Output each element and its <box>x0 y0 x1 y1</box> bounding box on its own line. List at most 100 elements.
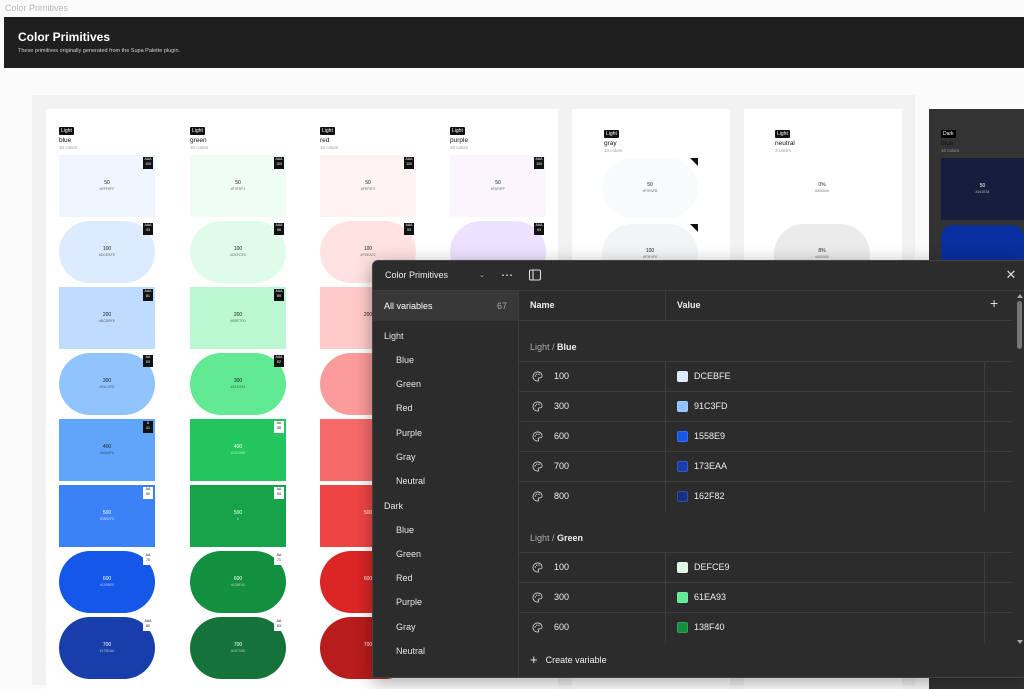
sidebar-item-gray[interactable]: Gray <box>396 621 416 632</box>
color-swatch[interactable]: 50 #FAF5FF AAA 100 <box>450 155 546 217</box>
variable-value[interactable]: 61EA93 <box>694 592 727 602</box>
value-color-swatch[interactable] <box>677 431 688 442</box>
color-swatch[interactable]: 600 #138F40 AA 71 <box>190 551 286 613</box>
plus-icon: + <box>530 652 538 667</box>
sidebar-item-green[interactable]: Green <box>396 379 422 390</box>
sidebar-item-purple[interactable]: Purple <box>396 597 423 608</box>
variable-row[interactable]: 600 138F40 <box>519 612 1013 643</box>
value-color-swatch[interactable] <box>677 622 688 633</box>
value-color-swatch[interactable] <box>677 491 688 502</box>
color-swatch[interactable]: 50 #161E34 <box>941 158 1024 220</box>
sidebar-item-neutral[interactable]: Neutral <box>396 645 426 656</box>
color-swatch[interactable]: 50 #F0FDF4 AAA 100 <box>190 155 286 217</box>
color-swatch[interactable]: 300 #61EA93 AAA 82 <box>190 353 286 415</box>
value-color-swatch[interactable] <box>677 371 688 382</box>
value-color-swatch[interactable] <box>677 562 688 573</box>
create-variable-button[interactable]: + Create variable <box>530 652 607 667</box>
swatch-label: 50 #FEF2F2 <box>320 180 416 191</box>
color-swatch[interactable]: 100 #DEFCE9 AAA 96 <box>190 221 286 283</box>
scrollbar[interactable] <box>1014 291 1024 647</box>
scroll-down-icon[interactable] <box>1017 640 1023 644</box>
close-button[interactable]: ✕ <box>1003 267 1019 283</box>
variable-value[interactable]: DEFCE9 <box>694 562 730 572</box>
color-swatch[interactable]: 300 #91C3FD AA 63 <box>59 353 155 415</box>
variable-name[interactable]: 800 <box>554 491 570 501</box>
value-color-swatch[interactable] <box>677 592 688 603</box>
palette-header: Light purple 10 colors <box>450 124 468 150</box>
color-swatch[interactable]: 50 #EFF6FF AAA 100 <box>59 155 155 217</box>
variable-name[interactable]: 300 <box>554 401 570 411</box>
color-swatch[interactable]: 200 #BBF7D0 AAA 89 <box>190 287 286 349</box>
color-palette-icon <box>532 461 543 472</box>
variable-row[interactable]: 100 DEFCE9 <box>519 552 1013 583</box>
color-swatch[interactable]: 400 #22C55E AA 58 <box>190 419 286 481</box>
contrast-value: 54 <box>277 492 281 496</box>
variable-row[interactable]: 300 91C3FD <box>519 391 1013 422</box>
color-swatch[interactable]: 50 #F9FAFB <box>602 158 698 218</box>
variable-row[interactable]: 700 173EAA <box>519 451 1013 482</box>
swatch-step: 0% <box>818 182 826 188</box>
swatch-step: 600 <box>233 576 243 582</box>
contrast-badge: AA 70 <box>143 553 153 565</box>
color-swatch[interactable]: 0% #000000 <box>774 158 870 218</box>
variable-row[interactable]: 300 61EA93 <box>519 582 1013 613</box>
variable-value[interactable]: 91C3FD <box>694 401 728 411</box>
variable-name[interactable]: 700 <box>554 461 570 471</box>
swatch-step: 50 <box>647 182 653 188</box>
all-variables-item[interactable]: All variables 67 <box>373 291 518 321</box>
color-swatch[interactable]: 100 #DCEBFE AAA 93 <box>59 221 155 283</box>
color-swatch[interactable]: 600 #1558E9 AA 70 <box>59 551 155 613</box>
contrast-badge: AA 60 <box>143 487 153 499</box>
value-color-swatch[interactable] <box>677 401 688 412</box>
contrast-rating: AAA <box>144 157 152 161</box>
panel-toolbar: Color Primitives ⌄ ⋯ ✕ <box>373 261 1024 291</box>
variable-value[interactable]: 162F82 <box>694 491 725 501</box>
variable-row[interactable]: 600 1558E9 <box>519 421 1013 452</box>
contrast-badge: AAA 82 <box>274 355 284 367</box>
color-swatch[interactable]: 700 #15733A AA 83 <box>190 617 286 679</box>
sidebar-item-red[interactable]: Red <box>396 573 413 584</box>
mode-tag: Light <box>775 130 790 138</box>
swatch-label: 700 #15733A <box>190 642 286 653</box>
color-swatch[interactable]: 400 #60A5FA A 41 <box>59 419 155 481</box>
add-mode-button[interactable]: + <box>990 295 999 311</box>
sidebar-group-dark[interactable]: Dark <box>384 500 404 511</box>
sidebar-item-green[interactable]: Green <box>396 548 422 559</box>
swatch-step: 300 <box>102 378 112 384</box>
contrast-badge: AAA 96 <box>274 223 284 235</box>
variable-name[interactable]: 100 <box>554 371 570 381</box>
more-options-button[interactable]: ⋯ <box>497 266 517 284</box>
color-swatch[interactable]: 700 #173EAA AAA 80 <box>59 617 155 679</box>
scroll-up-icon[interactable] <box>1017 294 1023 298</box>
swatch-step: 300 <box>233 378 243 384</box>
variable-row[interactable]: 800 162F82 <box>519 481 1013 512</box>
sidebar-item-red[interactable]: Red <box>396 403 413 414</box>
sidebar-toggle-icon[interactable] <box>528 268 542 282</box>
palette-name: blue <box>59 137 72 144</box>
scroll-thumb[interactable] <box>1017 301 1022 349</box>
color-swatch[interactable]: 500 #3B82F6 AA 60 <box>59 485 155 547</box>
contrast-rating: AAA <box>405 223 413 227</box>
variable-value[interactable]: 138F40 <box>694 622 725 632</box>
sidebar-item-blue[interactable]: Blue <box>396 355 415 365</box>
sidebar-item-neutral[interactable]: Neutral <box>396 476 426 486</box>
swatch-hex: #3B82F6 <box>99 517 115 521</box>
variable-name[interactable]: 600 <box>554 622 570 632</box>
variable-value[interactable]: 173EAA <box>694 461 728 471</box>
variable-name[interactable]: 300 <box>554 592 570 602</box>
variable-name[interactable]: 600 <box>554 431 570 441</box>
sidebar-group-light[interactable]: Light <box>384 331 404 341</box>
variable-value[interactable]: 1558E9 <box>694 431 726 441</box>
value-color-swatch[interactable] <box>677 461 688 472</box>
collection-select[interactable]: Color Primitives ⌄ <box>379 266 491 284</box>
color-swatch[interactable]: 200 #BCDBFE AAA 81 <box>59 287 155 349</box>
sidebar-item-gray[interactable]: Gray <box>396 451 416 462</box>
sidebar-item-purple[interactable]: Purple <box>396 427 423 438</box>
contrast-badge: AA 83 <box>274 619 284 631</box>
sidebar-item-blue[interactable]: Blue <box>396 524 415 535</box>
color-swatch[interactable]: 50 #FEF2F2 AAA 100 <box>320 155 416 217</box>
variable-name[interactable]: 100 <box>554 562 570 572</box>
color-swatch[interactable]: 500 # AA 54 <box>190 485 286 547</box>
variable-value[interactable]: DCEBFE <box>694 371 731 381</box>
variable-row[interactable]: 100 DCEBFE <box>519 361 1013 392</box>
